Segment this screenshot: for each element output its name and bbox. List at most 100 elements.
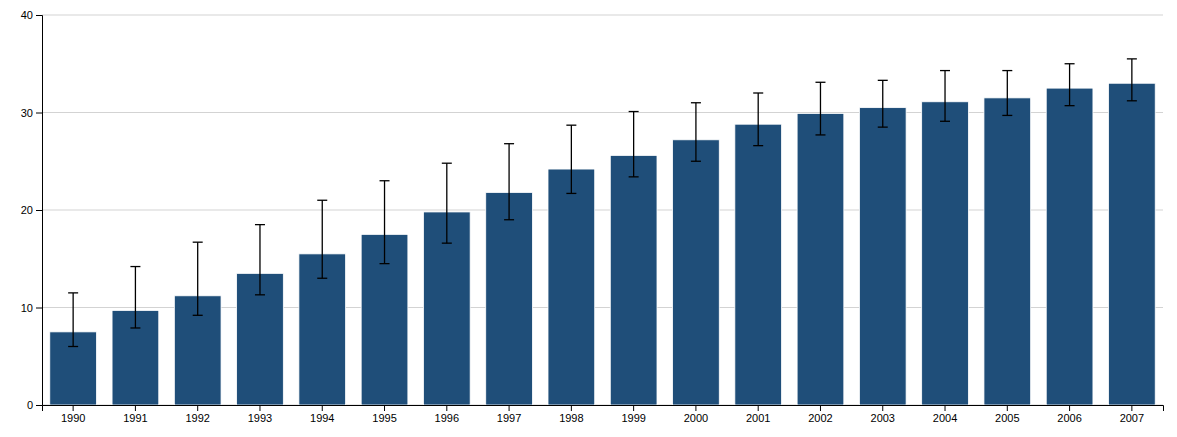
y-tick: 10 bbox=[21, 302, 42, 314]
x-tick: 1999 bbox=[621, 405, 645, 424]
bar bbox=[548, 169, 595, 405]
error-bar-stem bbox=[695, 103, 696, 162]
x-tick-label: 1991 bbox=[123, 412, 147, 424]
error-bar bbox=[815, 82, 825, 135]
x-tick-mark bbox=[73, 405, 74, 411]
x-tick-label: 1998 bbox=[559, 412, 583, 424]
error-bar-stem bbox=[944, 71, 945, 122]
error-bar-cap-high bbox=[691, 102, 701, 103]
error-bar-cap-low bbox=[255, 294, 265, 295]
x-tick-label: 1996 bbox=[435, 412, 459, 424]
y-tick-mark bbox=[36, 15, 42, 16]
x-tick-label: 2002 bbox=[808, 412, 832, 424]
x-tick-mark bbox=[695, 405, 696, 411]
x-tick: 1993 bbox=[248, 405, 272, 424]
x-tick: 2007 bbox=[1120, 405, 1144, 424]
x-tick-mark bbox=[135, 405, 136, 411]
chart: 0102030401990199119921993199419951996199… bbox=[0, 0, 1177, 437]
error-bar-cap-high bbox=[380, 180, 390, 181]
y-tick: 0 bbox=[27, 399, 42, 411]
error-bar bbox=[940, 71, 950, 122]
x-tick-label: 1992 bbox=[185, 412, 209, 424]
error-bar bbox=[878, 80, 888, 127]
error-bar-cap-low bbox=[504, 219, 514, 220]
y-tick-mark bbox=[36, 308, 42, 309]
x-tick-mark bbox=[945, 405, 946, 411]
y-axis: 010203040 bbox=[21, 9, 43, 411]
bar bbox=[486, 192, 533, 405]
x-tick-mark bbox=[384, 405, 385, 411]
x-tick-mark bbox=[446, 405, 447, 411]
error-bar-stem bbox=[135, 267, 136, 328]
bar bbox=[1109, 83, 1156, 405]
bar bbox=[610, 155, 657, 405]
error-bar bbox=[255, 225, 265, 295]
x-tick-mark bbox=[758, 405, 759, 411]
x-tick: 2003 bbox=[871, 405, 895, 424]
x-tick-mark bbox=[509, 405, 510, 411]
bar bbox=[984, 98, 1031, 405]
error-bar-cap-high bbox=[442, 163, 452, 164]
error-bar-stem bbox=[758, 93, 759, 146]
x-tick: 2005 bbox=[995, 405, 1019, 424]
error-bar-stem bbox=[322, 200, 323, 278]
error-bar-stem bbox=[633, 112, 634, 177]
bar bbox=[735, 124, 782, 405]
error-bar-stem bbox=[571, 125, 572, 193]
error-bar-stem bbox=[1069, 64, 1070, 106]
y-tick-mark bbox=[36, 113, 42, 114]
error-bar-cap-high bbox=[753, 92, 763, 93]
error-bar-cap-low bbox=[753, 145, 763, 146]
bar bbox=[797, 113, 844, 405]
x-tick: 1990 bbox=[61, 405, 85, 424]
error-bar-cap-low bbox=[193, 315, 203, 316]
error-bar bbox=[1065, 64, 1075, 106]
error-bar bbox=[317, 200, 327, 278]
error-bar-cap-low bbox=[442, 242, 452, 243]
error-bar-cap-high bbox=[130, 266, 140, 267]
error-bar-cap-low bbox=[1065, 105, 1075, 106]
x-tick-label: 2001 bbox=[746, 412, 770, 424]
bar bbox=[1046, 88, 1093, 405]
error-bar-stem bbox=[820, 82, 821, 135]
error-bar bbox=[504, 144, 514, 220]
x-tick: 2000 bbox=[684, 405, 708, 424]
error-bar bbox=[691, 103, 701, 162]
x-tick: 2004 bbox=[933, 405, 957, 424]
bar bbox=[922, 102, 969, 405]
x-tick-label: 1995 bbox=[372, 412, 396, 424]
error-bar-cap-high bbox=[566, 125, 576, 126]
error-bar-stem bbox=[508, 144, 509, 220]
y-tick-label: 30 bbox=[21, 107, 33, 119]
plot: 0102030401990199119921993199419951996199… bbox=[21, 9, 1164, 424]
grid bbox=[42, 15, 1163, 405]
error-bar-stem bbox=[72, 293, 73, 347]
y-tick: 20 bbox=[21, 204, 42, 216]
error-bar-stem bbox=[882, 80, 883, 127]
x-tick: 1996 bbox=[435, 405, 459, 424]
error-bar-cap-low bbox=[940, 121, 950, 122]
x-tick: 2006 bbox=[1057, 405, 1081, 424]
error-bar bbox=[566, 125, 576, 193]
error-bar bbox=[68, 293, 78, 347]
x-tick: 1995 bbox=[372, 405, 396, 424]
y-tick-mark bbox=[36, 210, 42, 211]
error-bar-stem bbox=[446, 163, 447, 243]
x-tick-mark bbox=[820, 405, 821, 411]
error-bar-cap-high bbox=[815, 82, 825, 83]
bar bbox=[859, 108, 906, 405]
error-bar bbox=[1127, 59, 1137, 101]
error-bar-cap-high bbox=[629, 111, 639, 112]
error-bar-cap-high bbox=[940, 70, 950, 71]
error-bar-cap-low bbox=[629, 176, 639, 177]
x-tick-mark bbox=[571, 405, 572, 411]
error-bar-stem bbox=[197, 242, 198, 315]
x-tick-label: 2003 bbox=[871, 412, 895, 424]
error-bar-cap-high bbox=[878, 80, 888, 81]
x-axis: 1990199119921993199419951996199719981999… bbox=[43, 405, 1164, 424]
error-bar-cap-high bbox=[504, 143, 514, 144]
error-bar-cap-low bbox=[878, 126, 888, 127]
error-bar-cap-low bbox=[815, 134, 825, 135]
y-tick: 30 bbox=[21, 107, 42, 119]
y-axis-line bbox=[36, 16, 43, 406]
